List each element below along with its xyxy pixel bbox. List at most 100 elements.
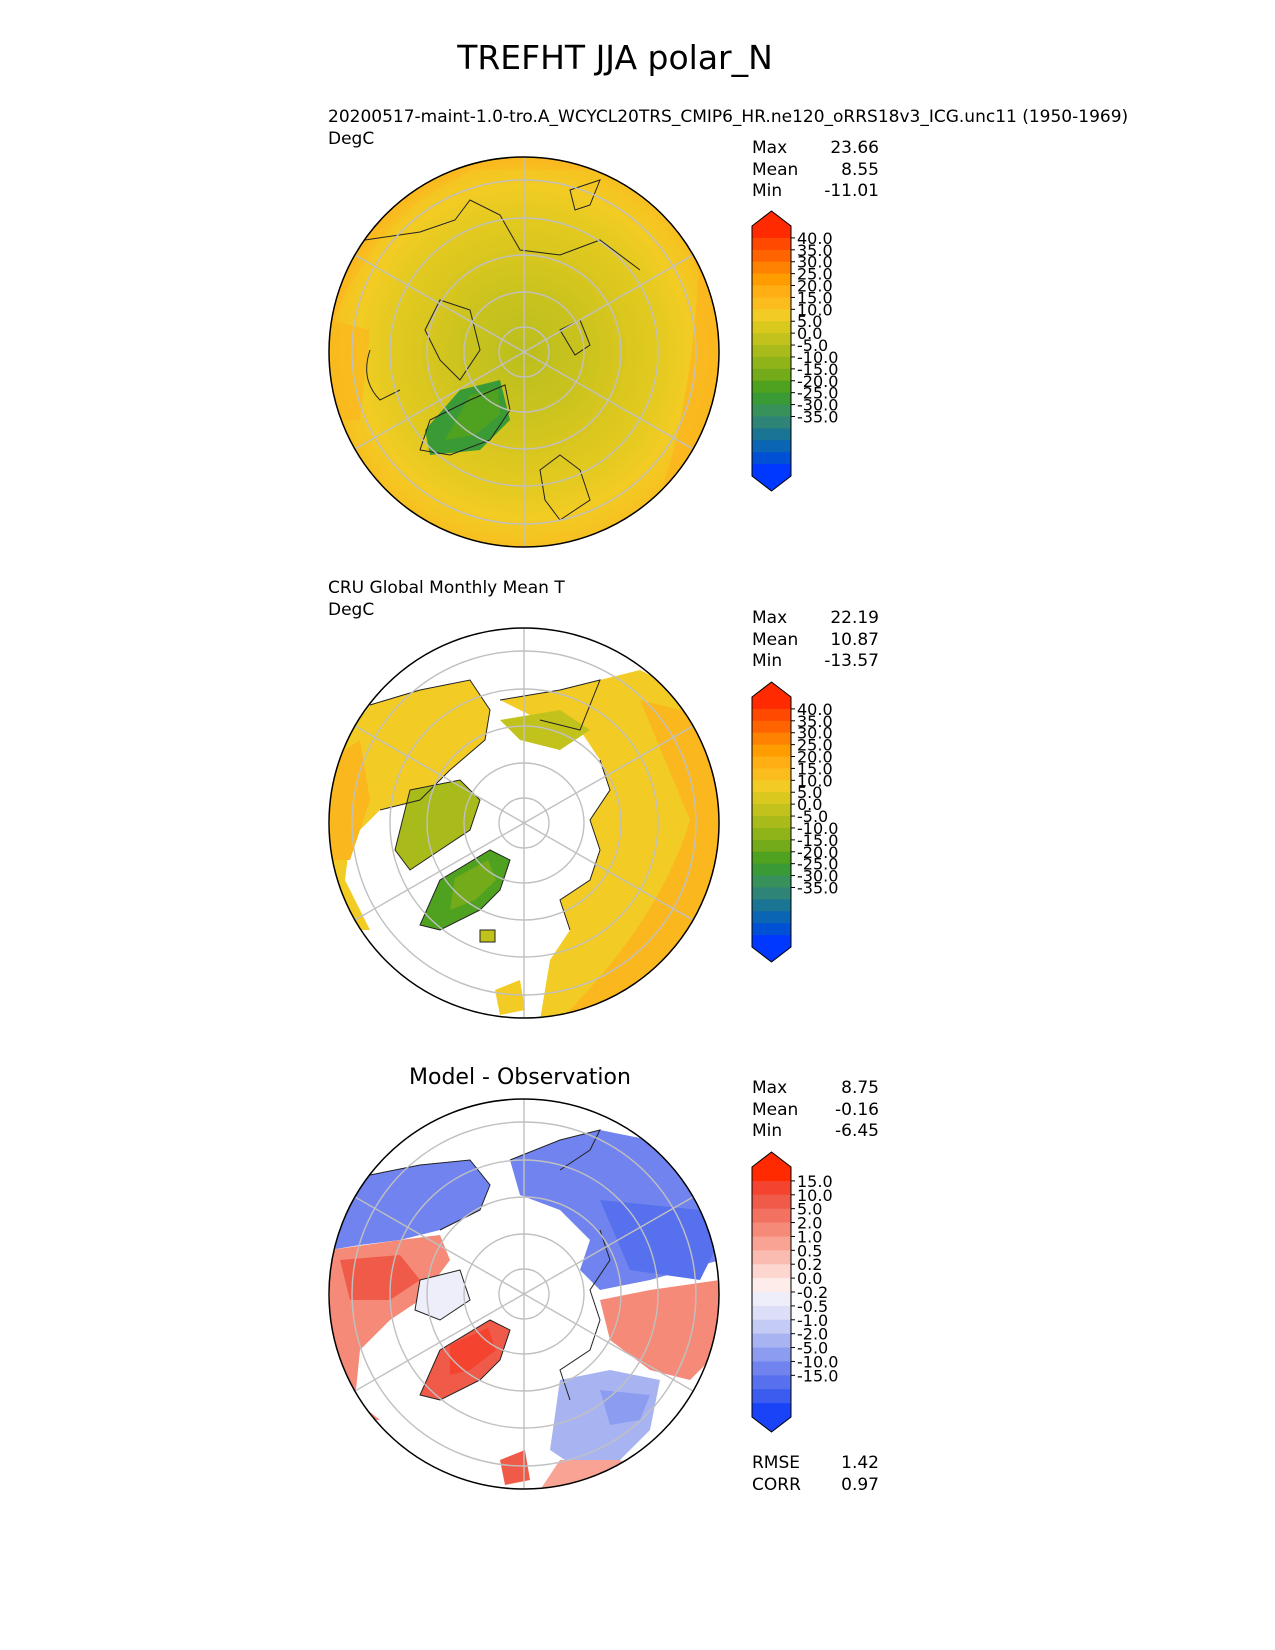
colorbar-tick-label: -15.0	[797, 360, 838, 379]
colorbar-tick-label: 10.0	[797, 1186, 833, 1205]
mean-label: Mean	[752, 1099, 799, 1120]
colorbar-segment	[752, 804, 791, 817]
corr-label: CORR	[752, 1474, 801, 1495]
mean-label: Mean	[752, 629, 799, 650]
colorbar-tick-label: 15.0	[797, 1172, 833, 1191]
colorbar-tick-label: 5.0	[797, 312, 822, 331]
colorbar-segment	[752, 237, 791, 251]
colorbar-tick-label: -5.0	[797, 807, 828, 826]
panel-3-stats: Max 8.75 Mean -0.16 Min -6.45	[752, 1078, 879, 1143]
colorbar-segment	[752, 309, 791, 322]
mean-value: -0.16	[835, 1099, 879, 1120]
colorbar-tick-label: 0.0	[797, 1269, 822, 1288]
colorbar-segment	[752, 416, 791, 429]
colorbar-segment	[752, 226, 791, 239]
colorbar-segment	[752, 261, 791, 275]
colorbar-tick-label: 10.0	[797, 771, 833, 790]
colorbar-tick-label: 5.0	[797, 783, 822, 802]
colorbar-segment	[752, 899, 791, 912]
colorbar-segment	[752, 827, 791, 841]
colorbar-segment	[752, 345, 791, 358]
colorbar-tick-label: -5.0	[797, 1339, 828, 1358]
colorbar-tick-label: -25.0	[797, 384, 838, 403]
colorbar-segment	[752, 333, 791, 346]
panel-3-metrics: RMSE 1.42 CORR 0.97	[752, 1453, 879, 1496]
colorbar-segment	[752, 356, 791, 370]
colorbar-tick-label: 35.0	[797, 241, 833, 260]
colorbar-segment	[752, 380, 791, 394]
mean-value: 8.55	[841, 159, 879, 180]
colorbar-segment	[752, 863, 791, 877]
panel-3-boundary	[328, 1098, 720, 1490]
colorbar-tick-label: -20.0	[797, 843, 838, 862]
colorbar-tick-label: 25.0	[797, 265, 833, 284]
colorbar-tick-label: -10.0	[797, 348, 838, 367]
colorbar-outline	[751, 210, 792, 492]
colorbar-tick-label: -20.0	[797, 372, 838, 391]
colorbar-segment	[752, 1278, 791, 1293]
colorbar-tick-label: -15.0	[797, 1366, 838, 1385]
colorbar-tick-label: -10.0	[797, 819, 838, 838]
panel-2-graticule	[351, 628, 697, 1018]
min-value: -11.01	[824, 181, 879, 201]
colorbar-tick-label: -2.0	[797, 1325, 828, 1344]
colorbar-segment	[752, 887, 791, 900]
rmse-value: 1.42	[841, 1453, 879, 1473]
colorbar-segment	[752, 720, 791, 734]
colorbar-tick-label: -0.5	[797, 1297, 828, 1316]
colorbar-segment	[752, 321, 791, 334]
colorbar-tick-label: 15.0	[797, 288, 833, 307]
colorbar-segment	[752, 1305, 791, 1321]
min-label: Min	[752, 1121, 783, 1141]
colorbar-segment	[752, 732, 791, 746]
colorbar-tick-label: -15.0	[797, 831, 838, 850]
colorbar-segment	[752, 1180, 791, 1196]
colorbar-tick-label: 30.0	[797, 253, 833, 272]
min-label: Min	[752, 651, 783, 671]
colorbar-segment	[752, 1250, 791, 1265]
colorbar-extend-min	[752, 947, 791, 962]
mean-value: 10.87	[830, 629, 879, 650]
colorbar-segment	[752, 851, 791, 865]
colorbar-segment	[752, 392, 791, 406]
colorbar-tick-label: 40.0	[797, 700, 833, 719]
mean-label: Mean	[752, 159, 799, 180]
colorbar-segment	[752, 249, 791, 263]
colorbar-segment	[752, 1389, 791, 1404]
colorbar-segment	[752, 297, 791, 310]
colorbar-segment	[752, 428, 791, 441]
colorbar-segment	[752, 780, 791, 793]
panel-2-units: DegC	[328, 600, 375, 620]
colorbar-tick-label: 35.0	[797, 712, 833, 731]
colorbar-segment	[752, 1361, 791, 1376]
colorbar-segment	[752, 816, 791, 829]
panel-2-stats: Max 22.19 Mean 10.87 Min -13.57	[752, 608, 879, 673]
panel-2-land-na	[330, 680, 490, 930]
colorbar-tick-label: -0.2	[797, 1283, 828, 1302]
colorbar-segment	[752, 1264, 791, 1279]
colorbar-segment	[752, 935, 791, 948]
colorbar-segment	[752, 875, 791, 889]
colorbar-tick-label: -5.0	[797, 336, 828, 355]
colorbar-segment	[752, 839, 791, 853]
panel-2-archipelago	[395, 780, 480, 870]
colorbar-tick-label: 5.0	[797, 1200, 822, 1219]
colorbar-extend-max	[752, 1152, 791, 1167]
colorbar-segment	[752, 697, 791, 710]
colorbar-segment	[752, 911, 791, 924]
colorbar-tick-label: 0.0	[797, 324, 822, 343]
colorbar-tick-label: 20.0	[797, 277, 833, 296]
colorbar-segment	[752, 1333, 791, 1349]
panel-2-boundary	[328, 627, 720, 1019]
panel-2-title: CRU Global Monthly Mean T	[328, 578, 565, 598]
panel-1-title: 20200517-maint-1.0-tro.A_WCYCL20TRS_CMIP…	[328, 107, 1129, 127]
max-value: 22.19	[830, 608, 879, 628]
panel-1-units: DegC	[328, 129, 375, 149]
colorbar-outline	[751, 1151, 792, 1433]
colorbar-tick-label: -25.0	[797, 855, 838, 874]
panel-3-title: Model - Observation	[409, 1065, 631, 1090]
